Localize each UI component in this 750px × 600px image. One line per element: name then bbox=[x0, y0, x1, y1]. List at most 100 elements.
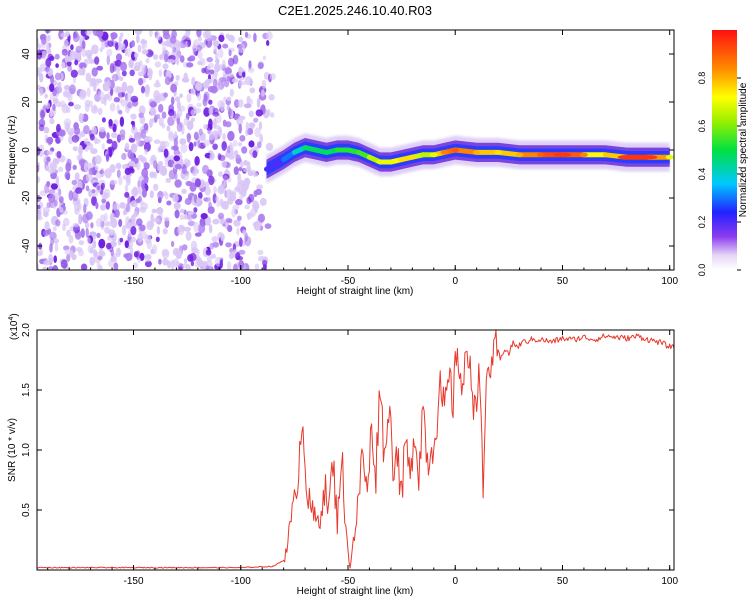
noise-speckle bbox=[216, 200, 220, 208]
noise-speckle bbox=[177, 225, 185, 236]
noise-speckle bbox=[66, 229, 71, 237]
noise-speckle bbox=[82, 66, 86, 76]
noise-speckle bbox=[50, 237, 54, 246]
noise-speckle bbox=[149, 30, 153, 38]
noise-speckle bbox=[203, 139, 211, 147]
noise-speckle bbox=[249, 98, 254, 105]
noise-speckle bbox=[262, 55, 267, 61]
x-tick-label: -150 bbox=[124, 576, 144, 587]
noise-speckle bbox=[192, 170, 198, 177]
noise-speckle bbox=[144, 135, 150, 143]
noise-speckle bbox=[130, 113, 137, 120]
noise-speckle bbox=[161, 111, 167, 119]
noise-speckle bbox=[268, 94, 275, 101]
noise-speckle bbox=[91, 44, 99, 55]
noise-speckle bbox=[85, 30, 92, 36]
noise-speckle bbox=[37, 146, 41, 156]
noise-speckle bbox=[118, 219, 123, 227]
noise-speckle bbox=[143, 123, 149, 131]
noise-speckle bbox=[167, 260, 171, 269]
noise-speckle bbox=[227, 130, 235, 142]
noise-speckle bbox=[243, 103, 252, 109]
noise-speckle bbox=[227, 145, 231, 155]
noise-speckle bbox=[119, 32, 124, 38]
noise-speckle bbox=[162, 46, 167, 53]
noise-speckle bbox=[165, 178, 171, 183]
noise-speckle bbox=[139, 200, 144, 205]
x-tick-label: -100 bbox=[231, 576, 251, 587]
noise-speckle bbox=[84, 222, 90, 229]
noise-speckle bbox=[133, 251, 139, 258]
noise-speckle bbox=[106, 132, 110, 140]
noise-speckle bbox=[76, 199, 81, 205]
noise-speckle bbox=[44, 93, 48, 99]
noise-speckle bbox=[179, 40, 187, 49]
noise-speckle bbox=[56, 123, 61, 133]
noise-speckle bbox=[235, 154, 242, 165]
colorbar-tick-label: 0.6 bbox=[697, 120, 707, 133]
noise-speckle bbox=[148, 70, 153, 81]
noise-speckle bbox=[101, 198, 106, 204]
noise-speckle bbox=[174, 172, 178, 180]
noise-speckle bbox=[153, 90, 161, 101]
noise-speckle bbox=[163, 190, 167, 197]
noise-speckle bbox=[97, 107, 103, 116]
noise-speckle bbox=[58, 129, 66, 137]
ridge-peak bbox=[451, 147, 460, 153]
noise-speckle bbox=[269, 73, 276, 81]
noise-speckle bbox=[114, 42, 119, 51]
colorbar: 0.0 0.2 0.4 0.6 0.8 Normalized spectral ampl… bbox=[697, 30, 749, 276]
noise-speckle bbox=[238, 166, 243, 172]
noise-speckle bbox=[121, 225, 127, 236]
noise-speckle bbox=[261, 89, 265, 97]
noise-speckle bbox=[197, 36, 203, 42]
noise-speckle bbox=[42, 229, 50, 237]
noise-speckle bbox=[219, 101, 225, 112]
ridge-peak bbox=[553, 152, 572, 157]
noise-speckle bbox=[145, 58, 150, 64]
noise-speckle bbox=[244, 204, 250, 210]
noise-speckle bbox=[185, 231, 192, 241]
noise-speckle bbox=[257, 141, 262, 149]
noise-speckle bbox=[37, 209, 43, 217]
noise-speckle bbox=[208, 224, 213, 234]
noise-speckle bbox=[119, 134, 126, 141]
noise-speckle bbox=[233, 219, 241, 227]
noise-speckle bbox=[213, 40, 219, 47]
noise-speckle bbox=[160, 166, 168, 176]
noise-speckle bbox=[234, 150, 239, 157]
noise-speckle bbox=[109, 63, 115, 74]
noise-speckle bbox=[228, 57, 235, 67]
noise-speckle bbox=[56, 150, 62, 159]
noise-speckle bbox=[176, 100, 181, 110]
noise-speckle bbox=[95, 78, 103, 84]
noise-speckle bbox=[104, 226, 111, 234]
noise-speckle bbox=[248, 110, 254, 118]
noise-speckle bbox=[79, 62, 87, 69]
noise-speckle bbox=[218, 126, 222, 137]
noise-speckle bbox=[73, 104, 82, 110]
noise-speckle bbox=[79, 158, 86, 168]
noise-speckle bbox=[44, 30, 52, 34]
noise-speckle bbox=[231, 78, 239, 83]
noise-speckle bbox=[106, 80, 111, 88]
noise-speckle bbox=[124, 191, 130, 198]
noise-speckle bbox=[135, 198, 141, 204]
noise-speckle bbox=[224, 79, 230, 88]
noise-speckle bbox=[52, 265, 59, 270]
noise-speckle bbox=[72, 164, 77, 170]
noise-speckle bbox=[166, 200, 172, 206]
noise-speckle bbox=[149, 190, 154, 199]
ridge-peak bbox=[472, 150, 481, 155]
y-tick-label: 1.5 bbox=[21, 383, 32, 397]
noise-speckle bbox=[115, 53, 123, 62]
noise-speckle bbox=[39, 72, 44, 83]
noise-speckle bbox=[266, 40, 270, 46]
noise-speckle bbox=[60, 72, 64, 81]
noise-speckle bbox=[161, 248, 170, 257]
noise-speckle bbox=[60, 259, 68, 269]
noise-speckle bbox=[238, 115, 246, 121]
noise-speckle bbox=[141, 168, 149, 179]
noise-speckle bbox=[125, 221, 133, 229]
noise-speckle bbox=[121, 91, 126, 98]
